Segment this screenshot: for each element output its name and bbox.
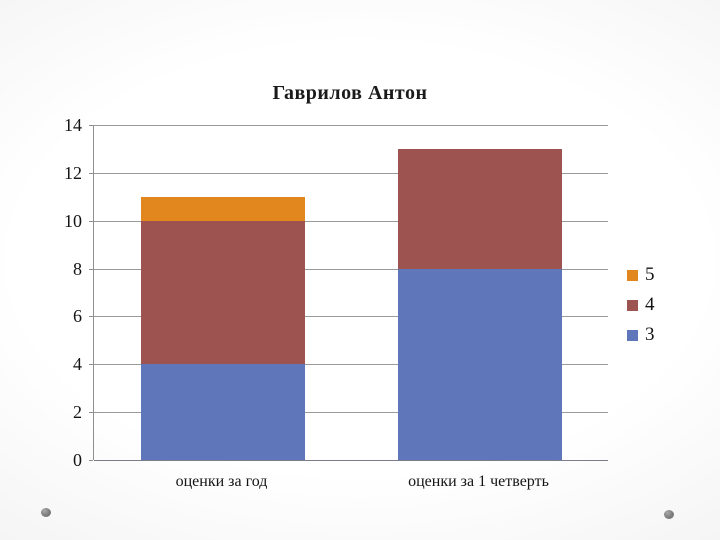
- y-axis-tick: [89, 172, 93, 174]
- legend: 5 4 3: [627, 264, 655, 345]
- y-tick-label: 12: [64, 162, 82, 183]
- chart-title: Гаврилов Антон: [272, 82, 428, 104]
- y-tick-label: 4: [73, 354, 82, 375]
- x-axis-label-2: оценки за 1 четверть: [408, 473, 549, 490]
- gridline-y-14: [94, 125, 608, 126]
- legend-label: 5: [645, 264, 655, 285]
- gridline-y-12: [94, 172, 608, 174]
- bar-2: [397, 148, 562, 460]
- decorative-dot-left: [41, 508, 51, 517]
- bar-segment-grade-4: [397, 148, 562, 269]
- y-tick-label: 2: [73, 402, 82, 423]
- decorative-dot-right: [664, 510, 674, 519]
- bar-segment-grade-4: [140, 220, 305, 365]
- legend-item-5: 5: [627, 264, 655, 285]
- legend-swatch-icon: [627, 329, 638, 341]
- gridline-y-4: [94, 364, 608, 366]
- legend-item-4: 4: [627, 294, 655, 315]
- y-axis-tick: [89, 220, 93, 222]
- gridline-y-8: [94, 268, 608, 270]
- bar-1: [140, 196, 305, 460]
- bar-segment-grade-3: [397, 268, 562, 460]
- y-axis-tick: [89, 364, 93, 366]
- y-axis-labels: 0 2 4 6 8 10 12 14: [36, 115, 82, 470]
- x-axis-label-1: оценки за год: [175, 473, 268, 490]
- y-axis-tick: [89, 460, 93, 461]
- y-tick-label: 14: [64, 115, 82, 135]
- y-tick-label: 10: [64, 210, 82, 231]
- y-axis-tick: [89, 125, 93, 126]
- plot-area: [89, 125, 608, 461]
- gridline-y-0: [94, 460, 608, 461]
- legend-label: 4: [645, 294, 655, 315]
- legend-swatch-icon: [627, 269, 638, 281]
- gridline-y-2: [94, 412, 608, 414]
- y-tick-label: 0: [73, 450, 82, 470]
- bar-segment-grade-5: [140, 196, 305, 221]
- y-axis-tick: [89, 316, 93, 318]
- y-axis-tick: [89, 412, 93, 414]
- y-tick-label: 6: [73, 306, 82, 327]
- y-tick-label: 8: [73, 258, 82, 279]
- legend-item-3: 3: [627, 324, 655, 345]
- gridline-y-10: [94, 220, 608, 222]
- gridline-y-6: [94, 316, 608, 318]
- legend-swatch-icon: [627, 299, 638, 311]
- legend-label: 3: [645, 324, 655, 345]
- bar-segment-grade-3: [140, 364, 305, 460]
- y-axis-tick: [89, 268, 93, 270]
